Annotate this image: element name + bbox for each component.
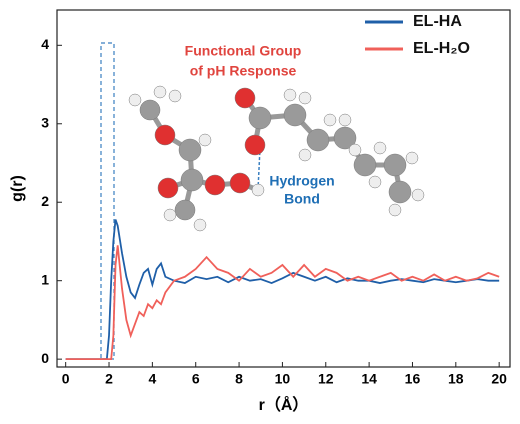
plot-frame: [56, 9, 511, 368]
x-tick-label: 4: [148, 371, 156, 387]
x-tick-label: 6: [192, 371, 200, 387]
x-tick-label: 0: [62, 371, 70, 387]
legend-label: EL-H₂O: [413, 40, 470, 57]
series-line: [65, 219, 500, 361]
series-line: [65, 245, 500, 361]
legend-label: EL-HA: [413, 13, 462, 30]
annotation: of pH Response: [190, 63, 297, 79]
x-tick-label: 18: [448, 371, 464, 387]
annotation: Bond: [284, 191, 320, 207]
y-tick-label: 1: [41, 271, 49, 287]
x-tick-label: 10: [275, 371, 291, 387]
y-tick-label: 0: [41, 350, 49, 366]
annotation: Hydrogen: [269, 173, 334, 189]
y-tick-label: 2: [41, 193, 49, 209]
y-tick-label: 3: [41, 114, 49, 130]
x-tick-label: 2: [105, 371, 113, 387]
x-tick-label: 8: [235, 371, 243, 387]
x-tick-label: 12: [318, 371, 334, 387]
y-tick-label: 4: [41, 36, 49, 52]
x-tick-label: 16: [405, 371, 421, 387]
annotation: Functional Group: [185, 43, 302, 59]
x-axis-label: r（Å）: [259, 395, 309, 414]
x-tick-label: 14: [361, 371, 377, 387]
atoms: [128, 85, 425, 232]
highlight-box: [100, 42, 115, 360]
x-tick-label: 20: [491, 371, 507, 387]
y-axis-label: g(r): [9, 175, 26, 202]
